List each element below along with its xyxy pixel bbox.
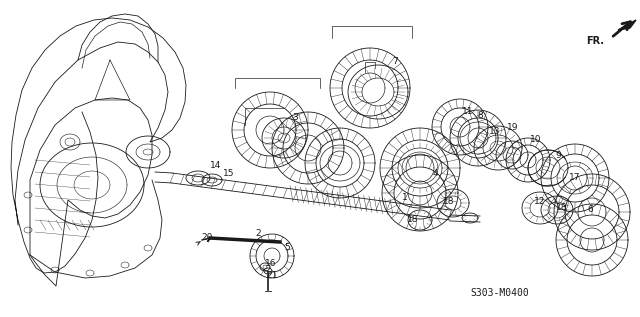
Text: 14: 14 [211, 160, 221, 170]
Text: 4: 4 [432, 169, 438, 178]
Text: 5: 5 [284, 243, 290, 253]
Text: 1: 1 [402, 193, 408, 203]
Text: 9: 9 [555, 151, 561, 159]
Text: 11: 11 [462, 107, 474, 115]
Text: 3: 3 [292, 113, 298, 121]
Text: 15: 15 [223, 169, 235, 178]
Text: S303-M0400: S303-M0400 [470, 288, 529, 298]
Text: 18: 18 [444, 197, 455, 206]
Text: 17: 17 [569, 173, 580, 183]
Text: FR.: FR. [586, 36, 604, 46]
Text: 12: 12 [534, 197, 546, 206]
Text: 2: 2 [255, 229, 261, 237]
Text: 19: 19 [508, 124, 519, 133]
Text: 10: 10 [531, 135, 541, 145]
Text: 20: 20 [202, 232, 212, 242]
Polygon shape [618, 20, 636, 30]
Text: 18: 18 [407, 216, 419, 224]
Text: 13: 13 [489, 127, 500, 137]
Text: 7: 7 [392, 57, 398, 67]
Text: 18: 18 [556, 204, 568, 212]
Text: 16: 16 [265, 260, 276, 268]
Text: 8: 8 [477, 112, 483, 120]
Text: 21: 21 [266, 270, 278, 280]
Text: 6: 6 [587, 205, 593, 215]
